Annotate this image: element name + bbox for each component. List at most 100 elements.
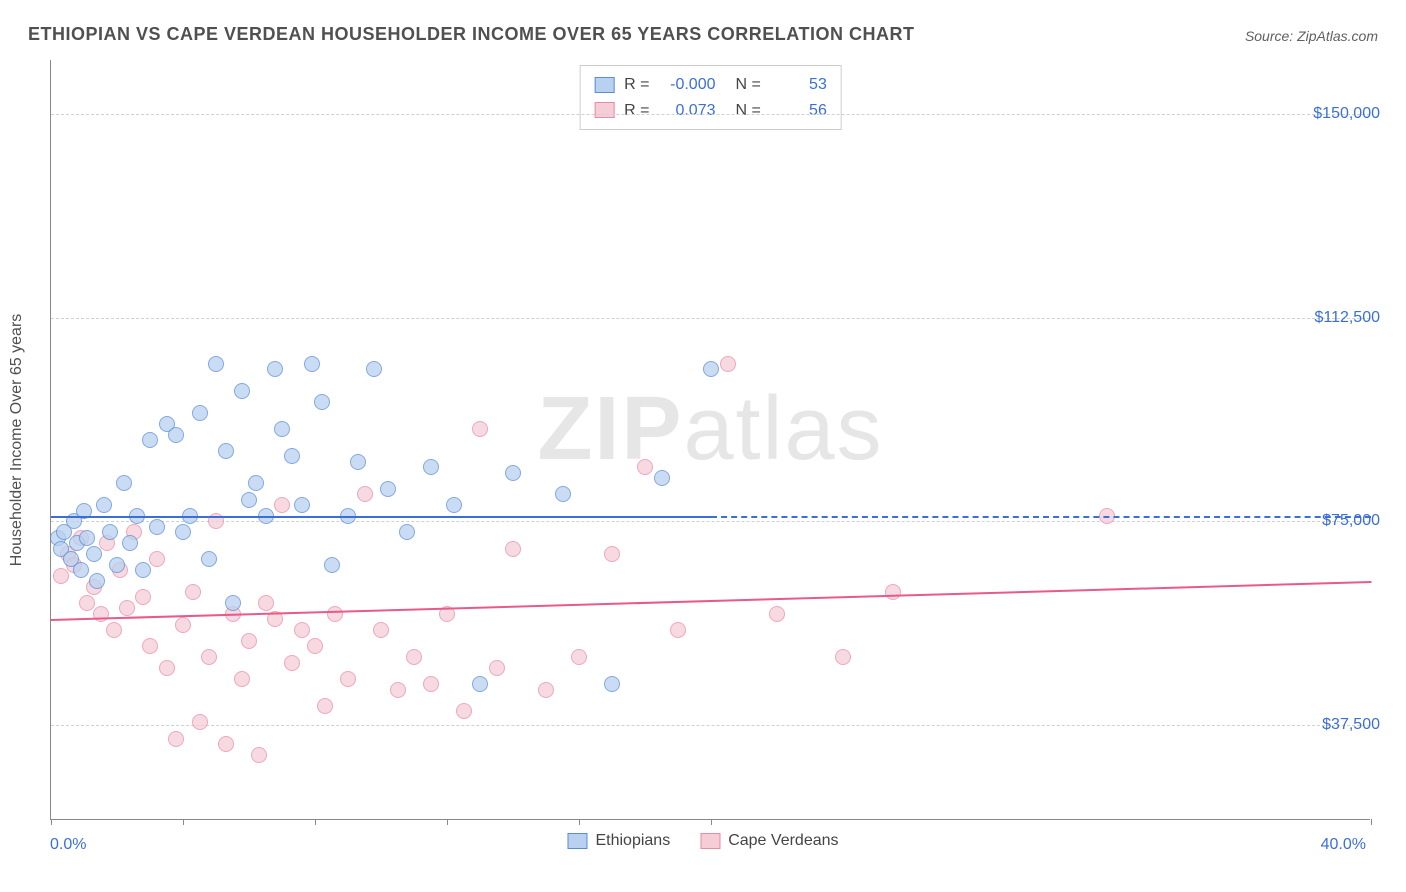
legend-r-value: 0.073 bbox=[660, 98, 716, 124]
watermark-bold: ZIP bbox=[537, 379, 683, 479]
scatter-marker bbox=[472, 421, 488, 437]
scatter-marker bbox=[168, 427, 184, 443]
scatter-marker bbox=[201, 649, 217, 665]
plot-area: ZIPatlas R = -0.000 N = 53 R = 0.073 N =… bbox=[50, 60, 1370, 820]
y-tick-label: $112,500 bbox=[1280, 309, 1380, 327]
scatter-marker bbox=[102, 524, 118, 540]
legend-row: R = 0.073 N = 56 bbox=[594, 98, 827, 124]
scatter-marker bbox=[267, 361, 283, 377]
scatter-marker bbox=[284, 448, 300, 464]
legend-swatch bbox=[700, 833, 720, 849]
legend-r-label: R = bbox=[624, 98, 649, 124]
scatter-marker bbox=[505, 541, 521, 557]
legend-series: Ethiopians Cape Verdeans bbox=[567, 832, 838, 850]
grid-line bbox=[51, 114, 1370, 115]
scatter-marker bbox=[53, 568, 69, 584]
x-tick bbox=[1371, 819, 1372, 825]
scatter-marker bbox=[637, 459, 653, 475]
scatter-marker bbox=[135, 589, 151, 605]
scatter-marker bbox=[79, 530, 95, 546]
scatter-marker bbox=[234, 671, 250, 687]
legend-item: Ethiopians bbox=[567, 832, 670, 850]
scatter-marker bbox=[314, 394, 330, 410]
legend-swatch bbox=[594, 77, 614, 93]
legend-n-value: 53 bbox=[771, 72, 827, 98]
scatter-marker bbox=[201, 551, 217, 567]
scatter-marker bbox=[218, 443, 234, 459]
legend-series-label: Cape Verdeans bbox=[728, 832, 838, 850]
scatter-marker bbox=[241, 492, 257, 508]
scatter-marker bbox=[175, 617, 191, 633]
x-tick bbox=[183, 819, 184, 825]
y-tick-label: $150,000 bbox=[1280, 105, 1380, 123]
scatter-marker bbox=[373, 622, 389, 638]
scatter-marker bbox=[423, 676, 439, 692]
scatter-marker bbox=[472, 676, 488, 692]
scatter-marker bbox=[208, 356, 224, 372]
legend-n-label: N = bbox=[736, 72, 761, 98]
legend-n-value: 56 bbox=[771, 98, 827, 124]
scatter-marker bbox=[324, 557, 340, 573]
scatter-marker bbox=[149, 551, 165, 567]
scatter-marker bbox=[555, 486, 571, 502]
scatter-marker bbox=[670, 622, 686, 638]
x-tick bbox=[579, 819, 580, 825]
legend-swatch bbox=[594, 102, 614, 118]
scatter-marker bbox=[142, 638, 158, 654]
scatter-marker bbox=[241, 633, 257, 649]
legend-n-label: N = bbox=[736, 98, 761, 124]
scatter-marker bbox=[390, 682, 406, 698]
legend-r-value: -0.000 bbox=[660, 72, 716, 98]
scatter-marker bbox=[106, 622, 122, 638]
regression-line bbox=[51, 581, 1371, 621]
legend-row: R = -0.000 N = 53 bbox=[594, 72, 827, 98]
chart-title: ETHIOPIAN VS CAPE VERDEAN HOUSEHOLDER IN… bbox=[28, 24, 914, 45]
legend-series-label: Ethiopians bbox=[595, 832, 670, 850]
scatter-marker bbox=[885, 584, 901, 600]
chart-container: ETHIOPIAN VS CAPE VERDEAN HOUSEHOLDER IN… bbox=[0, 0, 1406, 892]
scatter-marker bbox=[73, 562, 89, 578]
scatter-marker bbox=[251, 747, 267, 763]
legend-swatch bbox=[567, 833, 587, 849]
scatter-marker bbox=[116, 475, 132, 491]
legend-r-label: R = bbox=[624, 72, 649, 98]
scatter-marker bbox=[225, 595, 241, 611]
scatter-marker bbox=[192, 714, 208, 730]
scatter-marker bbox=[168, 731, 184, 747]
scatter-marker bbox=[274, 421, 290, 437]
scatter-marker bbox=[423, 459, 439, 475]
scatter-marker bbox=[96, 497, 112, 513]
x-tick bbox=[51, 819, 52, 825]
grid-line bbox=[51, 725, 1370, 726]
scatter-marker bbox=[327, 606, 343, 622]
x-axis-min-label: 0.0% bbox=[50, 836, 86, 854]
x-tick bbox=[447, 819, 448, 825]
scatter-marker bbox=[294, 497, 310, 513]
legend-correlation: R = -0.000 N = 53 R = 0.073 N = 56 bbox=[579, 65, 842, 130]
scatter-marker bbox=[149, 519, 165, 535]
scatter-marker bbox=[122, 535, 138, 551]
scatter-marker bbox=[720, 356, 736, 372]
scatter-marker bbox=[294, 622, 310, 638]
scatter-marker bbox=[654, 470, 670, 486]
scatter-marker bbox=[489, 660, 505, 676]
grid-line bbox=[51, 521, 1370, 522]
scatter-marker bbox=[119, 600, 135, 616]
scatter-marker bbox=[274, 497, 290, 513]
scatter-marker bbox=[218, 736, 234, 752]
scatter-marker bbox=[175, 524, 191, 540]
scatter-marker bbox=[304, 356, 320, 372]
scatter-marker bbox=[185, 584, 201, 600]
scatter-marker bbox=[604, 676, 620, 692]
watermark: ZIPatlas bbox=[537, 378, 883, 481]
scatter-marker bbox=[86, 546, 102, 562]
scatter-marker bbox=[505, 465, 521, 481]
legend-item: Cape Verdeans bbox=[700, 832, 838, 850]
scatter-marker bbox=[135, 562, 151, 578]
scatter-marker bbox=[538, 682, 554, 698]
scatter-marker bbox=[399, 524, 415, 540]
scatter-marker bbox=[340, 671, 356, 687]
scatter-marker bbox=[234, 383, 250, 399]
scatter-marker bbox=[446, 497, 462, 513]
regression-line bbox=[51, 516, 711, 518]
